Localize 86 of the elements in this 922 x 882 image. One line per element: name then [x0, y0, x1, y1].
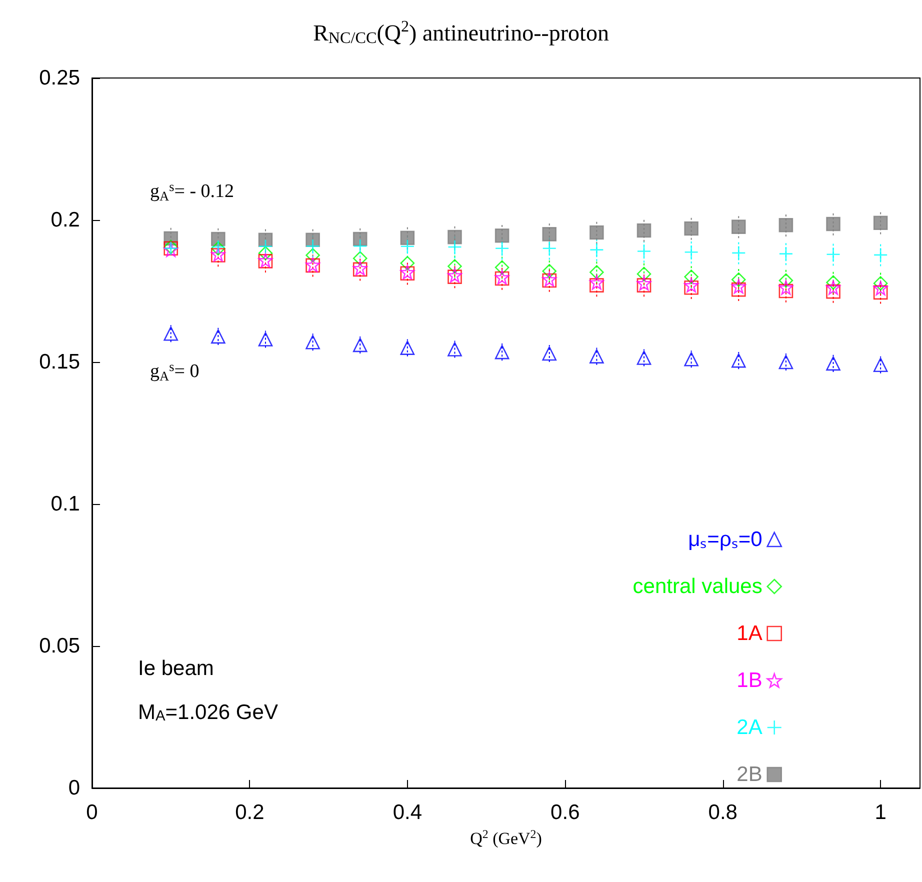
point — [636, 266, 652, 282]
point — [731, 246, 746, 260]
point — [352, 232, 368, 246]
point — [494, 344, 510, 360]
point — [400, 230, 415, 246]
point — [778, 284, 794, 298]
legend-label: 2B — [736, 763, 762, 786]
x-tick-label: 0 — [86, 801, 98, 824]
point — [731, 220, 746, 234]
point — [778, 354, 794, 370]
y-tick-label: 0.2 — [50, 208, 80, 232]
point — [826, 284, 840, 299]
point — [306, 334, 320, 350]
point — [873, 216, 888, 230]
point — [400, 239, 415, 254]
point — [826, 275, 840, 290]
point — [352, 238, 368, 254]
legend-label: 1A — [736, 622, 762, 645]
point — [164, 326, 178, 341]
point — [590, 225, 604, 240]
point — [590, 349, 604, 364]
y-tick-label: 0.05 — [39, 634, 80, 658]
point — [684, 270, 698, 284]
point — [448, 342, 462, 356]
point — [684, 278, 698, 292]
point — [636, 350, 652, 365]
point — [542, 227, 557, 242]
point — [542, 346, 557, 361]
legend-label: 1B — [736, 669, 762, 692]
point — [542, 241, 557, 256]
y-tick-label: 0 — [68, 776, 80, 800]
point — [258, 232, 273, 248]
point — [352, 251, 368, 266]
legend-label: central values — [632, 575, 762, 598]
y-tick-label: 0.25 — [39, 66, 80, 90]
point — [590, 265, 604, 280]
point — [778, 273, 794, 288]
point — [590, 242, 604, 257]
point — [448, 240, 462, 254]
point — [684, 221, 698, 236]
point — [258, 332, 273, 346]
point — [778, 246, 794, 261]
point — [636, 244, 652, 258]
point — [873, 285, 888, 300]
point — [873, 248, 888, 262]
point — [731, 272, 746, 287]
point — [448, 259, 462, 274]
point — [494, 260, 510, 275]
point — [400, 256, 415, 270]
point — [873, 276, 888, 290]
y-tick-label: 0.1 — [50, 492, 80, 516]
point — [400, 340, 415, 355]
point — [590, 278, 604, 292]
x-tick-label: 0.4 — [392, 801, 422, 824]
point — [731, 353, 746, 368]
point — [873, 358, 888, 372]
point — [494, 228, 510, 243]
point — [778, 218, 794, 232]
x-tick-label: 1 — [874, 801, 886, 824]
point — [352, 338, 368, 352]
point — [590, 275, 604, 290]
point — [778, 280, 794, 295]
point — [448, 230, 462, 244]
x-tick-label: 0.8 — [708, 801, 738, 824]
point — [636, 223, 652, 238]
point — [258, 239, 273, 254]
point — [826, 280, 840, 295]
point — [826, 247, 840, 262]
y-tick-label: 0.15 — [39, 350, 80, 374]
point — [684, 280, 698, 295]
point — [731, 282, 746, 297]
legend-label: 2A — [736, 716, 762, 739]
legend-label: μₛ=ρₛ=0 — [688, 528, 762, 551]
annotation: Ie beam — [138, 657, 214, 680]
point — [826, 356, 840, 371]
annotation: MA=1.026 GeV — [138, 701, 278, 725]
x-tick-label: 0.6 — [550, 801, 580, 824]
point — [684, 352, 698, 366]
x-tick-label: 0.2 — [235, 801, 264, 824]
point — [826, 216, 840, 232]
point — [211, 329, 226, 344]
point — [684, 244, 698, 260]
point — [873, 281, 888, 296]
point — [306, 238, 320, 254]
point — [731, 279, 746, 294]
point — [494, 241, 510, 256]
